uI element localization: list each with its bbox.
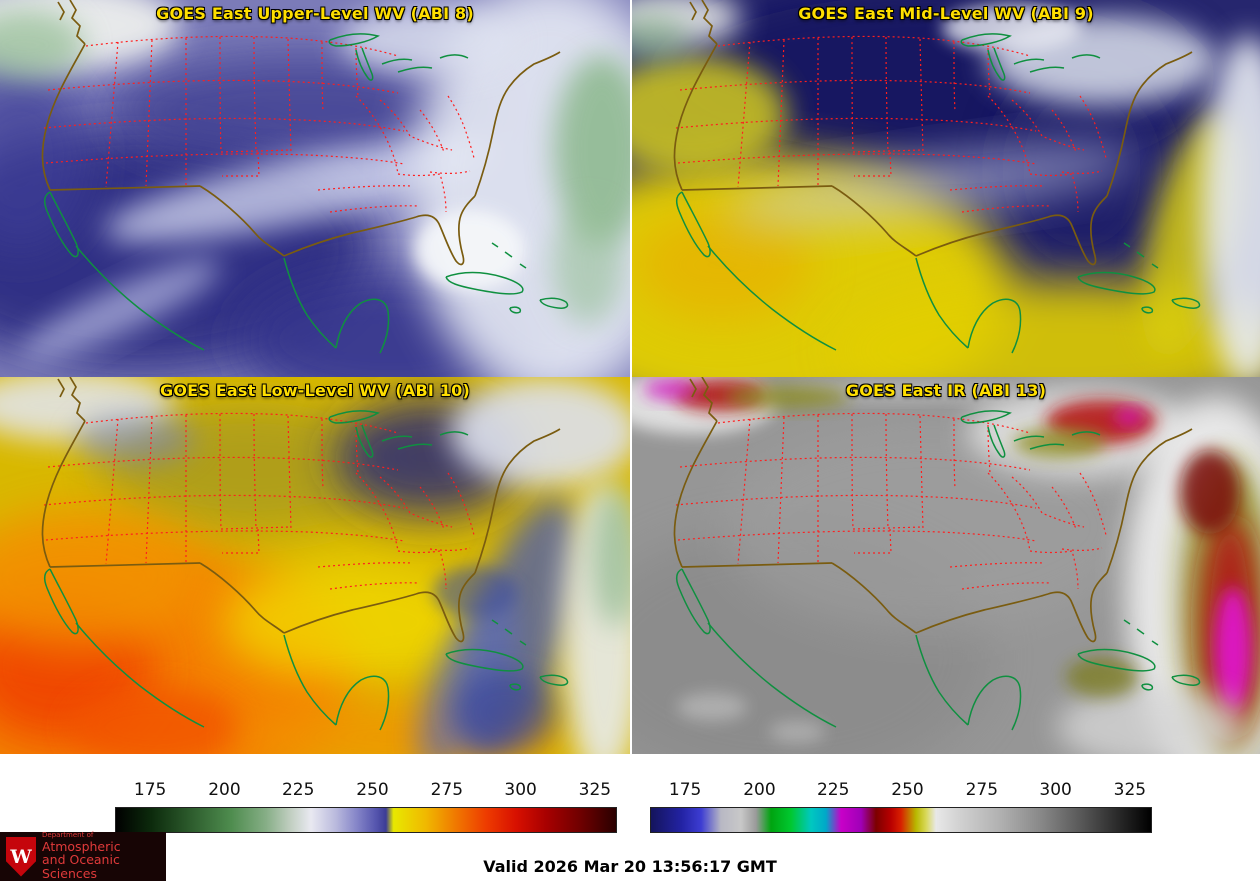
tick-label: 275 xyxy=(430,780,464,800)
panel-low-level-wv[interactable]: GOES East Low-Level WV (ABI 10) xyxy=(0,377,630,754)
panel-title-upper-wv: GOES East Upper-Level WV (ABI 8) xyxy=(156,4,474,23)
uw-aos-logo-text: Department of Atmospheric and Oceanic Sc… xyxy=(42,831,160,881)
ir-satellite-image xyxy=(632,377,1260,754)
tick-label: 250 xyxy=(891,780,924,800)
wv-colorbar xyxy=(115,807,617,833)
panel-mid-level-wv[interactable]: GOES East Mid-Level WV (ABI 9) xyxy=(630,0,1260,377)
valid-time: Valid 2026 Mar 20 13:56:17 GMT xyxy=(483,857,777,876)
tick-label: 225 xyxy=(816,780,850,800)
logo-atmospheric: Atmospheric xyxy=(42,838,121,854)
panel-upper-level-wv[interactable]: GOES East Upper-Level WV (ABI 8) xyxy=(0,0,630,377)
ir-colorbar-legend: 175 200 225 250 275 300 325 xyxy=(650,780,1152,842)
tick-label: 300 xyxy=(1039,780,1072,800)
uw-aos-logo[interactable]: W Department of Atmospheric and Oceanic … xyxy=(0,831,166,881)
moisture-field xyxy=(632,0,1260,377)
wv-colorbar-legend: 175 200 225 250 275 300 325 xyxy=(115,780,617,842)
low-level-wv-satellite-image xyxy=(0,377,630,754)
tick-label: 325 xyxy=(1113,780,1147,800)
tick-label: 250 xyxy=(356,780,389,800)
tick-label: 275 xyxy=(965,780,999,800)
tick-label: 225 xyxy=(281,780,315,800)
tick-label: 200 xyxy=(743,780,776,800)
panel-ir[interactable]: GOES East IR (ABI 13) xyxy=(630,377,1260,754)
legend-area: 175 200 225 250 275 300 325 175 200 225 … xyxy=(0,754,1260,846)
tick-label: 300 xyxy=(504,780,537,800)
upper-level-wv-satellite-image xyxy=(0,0,630,377)
wv-colorbar-ticks: 175 200 225 250 275 300 325 xyxy=(115,780,617,802)
logo-department-of: Department of xyxy=(42,831,94,840)
panel-title-low-wv: GOES East Low-Level WV (ABI 10) xyxy=(159,381,470,400)
logo-oceanic-sciences: and Oceanic Sciences xyxy=(42,852,120,881)
tick-label: 175 xyxy=(133,780,167,800)
mid-level-wv-satellite-image xyxy=(632,0,1260,377)
tick-label: 175 xyxy=(668,780,702,800)
ir-colorbar xyxy=(650,807,1152,833)
panel-title-ir: GOES East IR (ABI 13) xyxy=(845,381,1047,400)
tick-label: 325 xyxy=(578,780,612,800)
ir-colorbar-ticks: 175 200 225 250 275 300 325 xyxy=(650,780,1152,802)
tick-label: 200 xyxy=(208,780,241,800)
panel-title-mid-wv: GOES East Mid-Level WV (ABI 9) xyxy=(798,4,1094,23)
